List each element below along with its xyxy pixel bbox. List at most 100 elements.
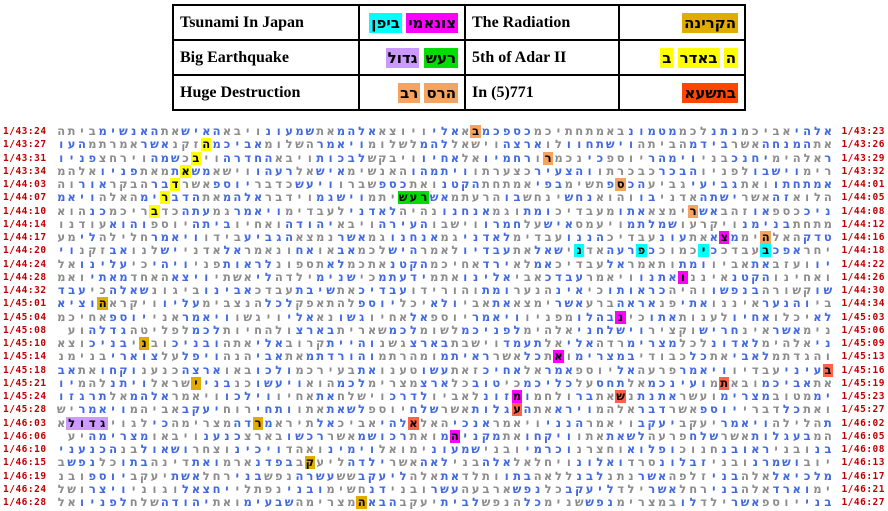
matrix-letter: ס (440, 309, 449, 324)
matrix-letter: נ (162, 362, 168, 377)
matrix-letter: א (305, 243, 315, 258)
matrix-letter: מ (160, 150, 169, 165)
matrix-letter: ל (378, 243, 386, 258)
matrix-letter: ל (182, 481, 190, 496)
matrix-letter: ה (357, 349, 366, 364)
matrix-letter: י (473, 243, 478, 258)
matrix-letter: ק (647, 415, 656, 430)
matrix-letter: נ (369, 481, 375, 496)
matrix-letter: נ (773, 216, 779, 231)
matrix-letter: י (536, 309, 540, 324)
matrix-letter: פ (109, 309, 117, 324)
matrix-letter: ו (142, 349, 147, 364)
matrix-letter: ר (637, 402, 645, 417)
matrix-letter: מ (326, 137, 335, 152)
matrix-letter: ד (161, 203, 169, 218)
matrix-letter: מ (595, 415, 605, 430)
matrix-letter: ו (711, 256, 716, 271)
matrix-letter: י (536, 322, 540, 337)
matrix-letter: ע (585, 375, 594, 390)
matrix-letter: ב (161, 402, 169, 417)
matrix-letter: נ (245, 468, 251, 483)
matrix-letter: ל (182, 349, 190, 364)
matrix-letter: ע (119, 256, 128, 271)
matrix-letter: א (782, 468, 791, 483)
matrix-letter: נ (151, 283, 158, 298)
matrix-letter: ל (554, 389, 562, 404)
matrix-letter: ת (658, 389, 666, 404)
matrix-letter: א (378, 256, 387, 271)
verse-label-right: 1/45:19 (841, 377, 885, 389)
matrix-letter: י (826, 481, 830, 496)
matrix-letter: י (453, 495, 457, 510)
matrix-letter: ה (378, 216, 387, 231)
matrix-letter: נ (574, 244, 585, 258)
matrix-letter: י (556, 495, 561, 510)
matrix-letter: ע (658, 415, 666, 430)
matrix-letter: ו (660, 349, 665, 364)
matrix-letter: ה (109, 283, 117, 298)
matrix-letter: ו (142, 375, 147, 390)
matrix-letter: נ (659, 455, 665, 470)
matrix-letter: ש (295, 137, 304, 152)
matrix-letter: י (246, 177, 250, 192)
matrix-letter: ח (295, 389, 304, 404)
matrix-letter: ל (534, 455, 542, 470)
matrix-letter: ת (305, 402, 314, 417)
matrix-letter: א (326, 243, 335, 258)
matrix-letter: א (274, 349, 283, 364)
matrix-letter: ד (244, 150, 252, 165)
matrix-letter: כ (627, 177, 635, 192)
matrix-letter: מ (502, 415, 511, 430)
matrix-letter: ל (565, 468, 573, 483)
matrix-letter: ה (399, 163, 408, 178)
matrix-letter: ת (482, 468, 490, 483)
matrix-letter: ו (432, 428, 437, 443)
matrix-letter: י (698, 244, 709, 258)
matrix-letter: ו (90, 177, 95, 192)
matrix-letter: ה (803, 124, 812, 139)
matrix-row: 1/46:06 ה מ ב ע ג ל ו ת א ש ר ש ל ח פ ר ע ה ל ש א ת א ת ו ו י ק ח ו א ת מ… (0, 428, 888, 443)
matrix-letter: ל (389, 137, 397, 152)
matrix-letter: י (359, 216, 364, 231)
matrix-letter: ל (358, 124, 366, 139)
matrix-letter: י (90, 269, 94, 284)
matrix-letter: ת (316, 124, 325, 139)
matrix-letter: ל (679, 336, 687, 351)
matrix-letter: פ (78, 455, 86, 470)
matrix-letter: נ (359, 203, 365, 218)
verse-label-right: 1/44:34 (841, 298, 885, 310)
matrix-letter: א (512, 428, 522, 443)
matrix-letter: ח (492, 177, 501, 192)
matrix-letter: ל (793, 336, 801, 351)
matrix-letter: ו (401, 442, 406, 457)
matrix-letter: י (80, 309, 84, 324)
matrix-letter: ב (482, 481, 490, 496)
matrix-letter: כ (658, 243, 666, 258)
matrix-letter: צ (98, 481, 107, 496)
matrix-letter: כ (803, 203, 811, 218)
matrix-letter: ו (276, 137, 281, 152)
matrix-letter: ר (731, 137, 739, 152)
matrix-letter: ח (575, 190, 584, 205)
matrix-letter: מ (347, 256, 356, 271)
matrix-letter: י (567, 336, 571, 351)
matrix-letter: א (688, 402, 698, 417)
matrix-letter: כ (658, 283, 666, 298)
matrix-letter: ת (606, 428, 615, 443)
matrix-letter: ל (150, 243, 158, 258)
matrix-letter: ק (295, 296, 304, 311)
legend-row: Tsunami In Japan צונאמי ביפן The Radiati… (172, 4, 746, 41)
matrix-letter: ש (440, 481, 449, 496)
matrix-letter: א (751, 495, 760, 510)
matrix-letter: ו (287, 322, 292, 337)
matrix-letter: ג (172, 283, 178, 298)
matrix-letter: ו (121, 402, 126, 417)
matrix-letter: מ (450, 190, 460, 205)
matrix-letter: פ (88, 150, 97, 165)
matrix-letter: ש (564, 190, 574, 205)
matrix-letter: כ (234, 389, 241, 404)
matrix-letter: מ (720, 389, 729, 404)
matrix-letter: ו (763, 177, 768, 192)
